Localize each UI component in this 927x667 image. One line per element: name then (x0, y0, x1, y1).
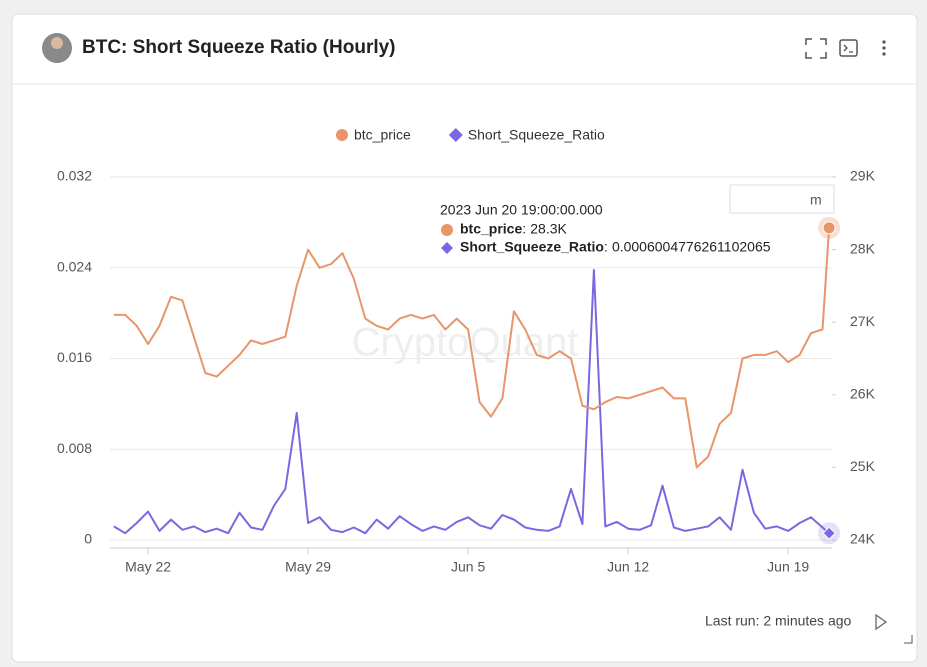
tooltip-title: 2023 Jun 20 19:00:00.000 (440, 202, 603, 218)
legend-label: Short_Squeeze_Ratio (468, 127, 605, 143)
run-button[interactable] (875, 613, 888, 631)
y-tick-label: 0.024 (57, 258, 92, 274)
y2-tick-label: 24K (850, 531, 876, 547)
x-tick-label: Jun 5 (451, 559, 485, 575)
y2-tick-label: 29K (850, 168, 876, 184)
avatar-face (51, 37, 63, 49)
tooltip-value: 0.0006004776261102065 (612, 239, 771, 255)
tooltip-marker (441, 224, 453, 236)
hover-marker (822, 221, 836, 235)
hover-marker (822, 526, 836, 540)
fullscreen-icon[interactable] (805, 38, 827, 59)
tooltip-value: 28.3K (530, 221, 567, 237)
console-icon[interactable] (839, 39, 858, 57)
x-tick-label: May 22 (125, 559, 171, 575)
resize-handle (904, 635, 913, 644)
card-title: BTC: Short Squeeze Ratio (Hourly) (82, 37, 396, 58)
y2-tick-label: 26K (850, 386, 876, 402)
y-tick-label: 0.032 (57, 168, 92, 184)
tooltip-name: Short_Squeeze_Ratio (460, 239, 604, 255)
search-box-text: m (810, 192, 822, 208)
x-tick-label: Jun 12 (607, 559, 649, 575)
last-run: Last run: 2 minutes ago (705, 613, 852, 629)
tooltip-marker (441, 242, 453, 254)
x-tick-label: Jun 19 (767, 559, 809, 575)
legend-label: btc_price (354, 127, 411, 143)
y2-tick-label: 25K (850, 458, 876, 474)
legend-marker (336, 129, 348, 141)
card (11, 13, 918, 663)
menu-icon[interactable] (882, 40, 886, 56)
search-box (729, 184, 835, 214)
series-line (113, 227, 831, 469)
y2-tick-label: 27K (850, 313, 876, 329)
y2-tick-label: 28K (850, 240, 876, 256)
x-tick-label: May 29 (285, 559, 331, 575)
legend-marker (448, 128, 463, 142)
tooltip-name: btc_price (460, 221, 522, 237)
tooltip-sep: : (522, 221, 526, 237)
tooltip-sep: : (604, 239, 608, 255)
y-tick-label: 0.016 (57, 349, 92, 365)
y-tick-label: 0 (84, 531, 92, 547)
y-tick-label: 0.008 (57, 440, 92, 456)
series-line (113, 269, 830, 535)
